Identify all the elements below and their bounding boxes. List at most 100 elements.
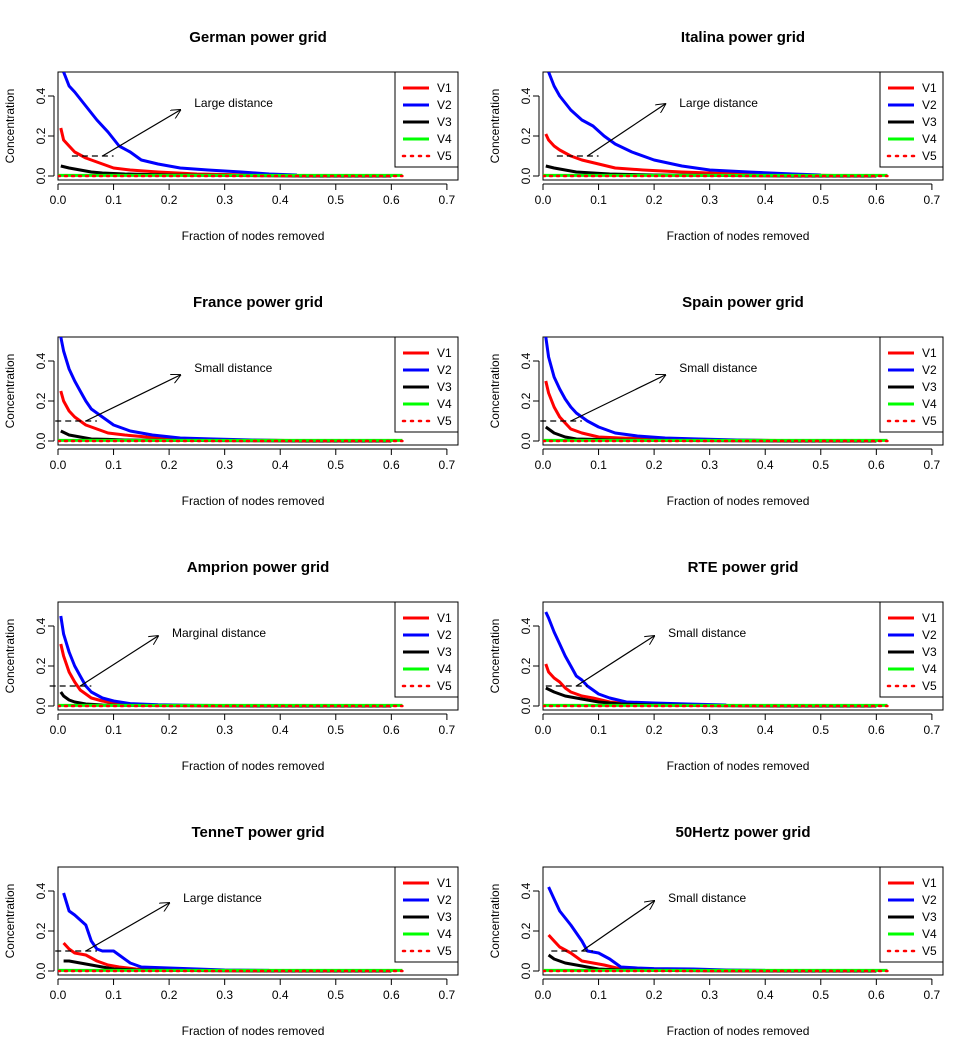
chart-title: RTE power grid bbox=[688, 559, 799, 576]
x-tick-label: 0.7 bbox=[439, 193, 456, 207]
y-tick-label: 0.2 bbox=[34, 922, 48, 939]
x-tick-label: 0.1 bbox=[105, 723, 122, 737]
y-tick-label: 0.2 bbox=[34, 657, 48, 674]
x-axis-label: Fraction of nodes removed bbox=[667, 229, 810, 243]
y-tick-label: 0.0 bbox=[519, 697, 533, 714]
y-tick-label: 0.2 bbox=[519, 127, 533, 144]
x-tick-label: 0.6 bbox=[383, 988, 400, 1002]
legend-label-v4: V4 bbox=[437, 927, 452, 941]
annotation-arrow bbox=[85, 903, 169, 952]
legend-label-v5: V5 bbox=[437, 149, 452, 163]
x-tick-label: 0.4 bbox=[272, 193, 289, 207]
annotation-arrow bbox=[576, 636, 654, 687]
legend-label-v4: V4 bbox=[922, 397, 937, 411]
legend-label-v2: V2 bbox=[437, 98, 452, 112]
series-group bbox=[543, 886, 889, 973]
legend-label-v5: V5 bbox=[922, 414, 937, 428]
annotation-arrow bbox=[85, 375, 180, 422]
x-tick-label: 0.4 bbox=[757, 723, 774, 737]
legend-label-v1: V1 bbox=[922, 81, 937, 95]
legend-label-v3: V3 bbox=[437, 645, 452, 659]
legend-label-v5: V5 bbox=[437, 679, 452, 693]
y-tick-label: 0.4 bbox=[34, 87, 48, 104]
legend-label-v1: V1 bbox=[922, 876, 937, 890]
x-tick-label: 0.7 bbox=[439, 458, 456, 472]
y-axis-label: Concentration bbox=[488, 354, 502, 429]
series-group bbox=[58, 615, 404, 708]
x-tick-label: 0.5 bbox=[812, 193, 829, 207]
x-tick-label: 0.7 bbox=[924, 458, 941, 472]
x-tick-label: 0.2 bbox=[646, 458, 663, 472]
x-tick-label: 0.7 bbox=[439, 988, 456, 1002]
y-tick-label: 0.0 bbox=[34, 962, 48, 979]
series-line-v1 bbox=[59, 390, 392, 443]
x-tick-label: 0.1 bbox=[105, 193, 122, 207]
series-line-v2 bbox=[62, 892, 270, 972]
series-line-v2 bbox=[544, 611, 727, 707]
series-line-v2 bbox=[62, 72, 297, 177]
y-axis-label: Concentration bbox=[3, 89, 17, 164]
x-tick-label: 0.0 bbox=[535, 193, 552, 207]
legend-label-v3: V3 bbox=[437, 910, 452, 924]
x-tick-label: 0.3 bbox=[216, 458, 233, 472]
x-axis-label: Fraction of nodes removed bbox=[182, 1024, 325, 1038]
chart-svg: Spain power grid 0.0 0.1 0.2 0.3 0.4 0.5 0.6 0.7… bbox=[488, 294, 944, 508]
y-tick-label: 0.4 bbox=[519, 352, 533, 369]
legend-label-v2: V2 bbox=[922, 363, 937, 377]
legend-label-v3: V3 bbox=[922, 380, 937, 394]
x-tick-label: 0.6 bbox=[383, 458, 400, 472]
x-tick-label: 0.7 bbox=[924, 988, 941, 1002]
series-line-v1 bbox=[62, 941, 392, 973]
x-tick-label: 0.2 bbox=[646, 988, 663, 1002]
legend-label-v4: V4 bbox=[922, 662, 937, 676]
y-tick-label: 0.2 bbox=[34, 127, 48, 144]
x-tick-label: 0.2 bbox=[161, 193, 178, 207]
y-axis-label: Concentration bbox=[488, 884, 502, 959]
legend-label-v1: V1 bbox=[922, 346, 937, 360]
chart-title: 50Hertz power grid bbox=[675, 824, 810, 841]
legend-label-v5: V5 bbox=[922, 679, 937, 693]
y-tick-label: 0.0 bbox=[519, 167, 533, 184]
legend-label-v4: V4 bbox=[922, 927, 937, 941]
legend-label-v2: V2 bbox=[922, 628, 937, 642]
y-tick-label: 0.0 bbox=[519, 962, 533, 979]
x-tick-label: 0.1 bbox=[590, 458, 607, 472]
legend-label-v3: V3 bbox=[922, 115, 937, 129]
x-tick-label: 0.5 bbox=[812, 988, 829, 1002]
x-axis-label: Fraction of nodes removed bbox=[667, 1024, 810, 1038]
x-tick-label: 0.0 bbox=[50, 458, 67, 472]
series-line-v1 bbox=[544, 380, 877, 443]
x-tick-label: 0.5 bbox=[327, 988, 344, 1002]
legend-label-v5: V5 bbox=[922, 149, 937, 163]
x-tick-label: 0.1 bbox=[105, 458, 122, 472]
x-tick-label: 0.5 bbox=[327, 458, 344, 472]
panel-7: TenneT power grid 0.0 0.1 0.2 0.3 0.4 0.5 0.6 0.… bbox=[0, 795, 485, 1060]
legend-label-v4: V4 bbox=[437, 397, 452, 411]
y-tick-label: 0.2 bbox=[519, 922, 533, 939]
x-tick-label: 0.2 bbox=[161, 723, 178, 737]
x-tick-label: 0.7 bbox=[924, 193, 941, 207]
series-group bbox=[543, 72, 889, 178]
series-line-v2 bbox=[547, 72, 821, 177]
chart-svg: German power grid 0.0 0.1 0.2 0.3 0.4 0.5 0.6 0.… bbox=[3, 29, 459, 243]
x-tick-label: 0.6 bbox=[868, 458, 885, 472]
chart-title: Amprion power grid bbox=[187, 559, 330, 576]
x-tick-label: 0.4 bbox=[757, 988, 774, 1002]
legend-label-v3: V3 bbox=[922, 645, 937, 659]
x-tick-label: 0.3 bbox=[701, 458, 718, 472]
x-tick-label: 0.5 bbox=[812, 723, 829, 737]
chart-svg: 50Hertz power grid 0.0 0.1 0.2 0.3 0.4 0.5 0.6 0… bbox=[488, 824, 944, 1038]
x-tick-label: 0.6 bbox=[868, 193, 885, 207]
legend-label-v1: V1 bbox=[437, 346, 452, 360]
annotation-label: Small distance bbox=[194, 361, 272, 375]
legend-label-v1: V1 bbox=[437, 611, 452, 625]
x-tick-label: 0.1 bbox=[590, 193, 607, 207]
y-axis-label: Concentration bbox=[3, 884, 17, 959]
chart-svg: TenneT power grid 0.0 0.1 0.2 0.3 0.4 0.5 0.6 0.… bbox=[3, 824, 459, 1038]
x-tick-label: 0.3 bbox=[216, 723, 233, 737]
y-tick-label: 0.2 bbox=[519, 392, 533, 409]
annotation-label: Small distance bbox=[668, 626, 746, 640]
x-tick-label: 0.1 bbox=[105, 988, 122, 1002]
chart-title: Italina power grid bbox=[681, 29, 805, 46]
